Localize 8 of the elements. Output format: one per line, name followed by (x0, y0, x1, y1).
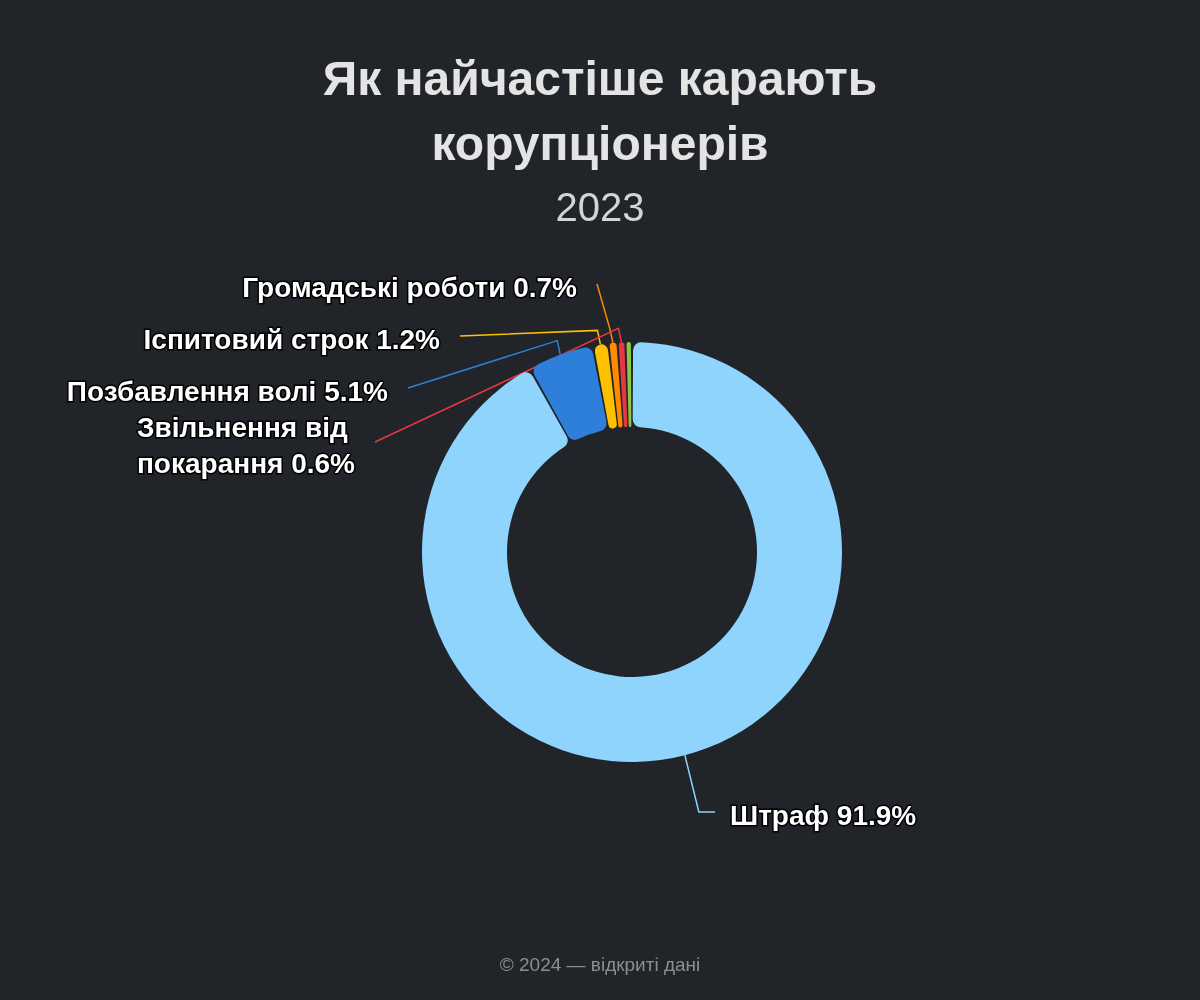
slice-label: Звільнення від покарання 0.6% (136, 411, 356, 479)
slice-label: Іспитовий строк 1.2% (143, 323, 441, 355)
text: © 2024 — відкриті дані (499, 953, 701, 975)
chart-title: Як найчастіше карають корупціонерів (322, 52, 878, 170)
slice-label: Позбавлення волі 5.1% (66, 375, 389, 407)
slice-label: Громадські роботи 0.7% (242, 271, 578, 303)
chart-subtitle: 2023 (555, 185, 645, 229)
slice-label: Штраф 91.9% (730, 799, 917, 831)
